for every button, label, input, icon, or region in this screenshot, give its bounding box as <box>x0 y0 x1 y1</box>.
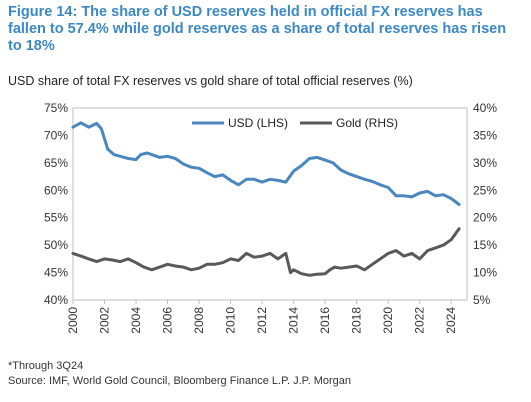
right-tick-label: 5% <box>473 293 491 307</box>
plot-frame <box>72 107 468 301</box>
usd-series-line <box>71 121 461 206</box>
left-tick-label: 65% <box>44 156 68 170</box>
x-tick-label: 2008 <box>192 307 206 334</box>
x-tick-label: 2004 <box>129 307 143 334</box>
x-tick-label: 2016 <box>318 307 332 334</box>
right-tick-label: 35% <box>473 128 497 142</box>
legend-label: Gold (RHS) <box>336 116 398 130</box>
x-tick-label: 2022 <box>413 307 427 334</box>
right-tick-label: 10% <box>473 266 497 280</box>
left-tick-label: 40% <box>44 293 68 307</box>
left-tick-label: 60% <box>44 183 68 197</box>
x-tick-label: 2012 <box>255 307 269 334</box>
left-tick-label: 75% <box>44 101 68 115</box>
left-tick-label: 70% <box>44 128 68 142</box>
right-tick-label: 30% <box>473 156 497 170</box>
x-tick-label: 2024 <box>444 307 458 334</box>
x-tick-label: 2020 <box>381 307 395 334</box>
x-tick-label: 2010 <box>224 307 238 334</box>
gold-series-line <box>71 227 461 277</box>
chart-subtitle: USD share of total FX reserves vs gold s… <box>8 74 413 88</box>
source-note: Source: IMF, World Gold Council, Bloombe… <box>8 375 351 387</box>
right-tick-label: 25% <box>473 183 497 197</box>
footnote: *Through 3Q24 <box>8 360 84 372</box>
x-tick-label: 2002 <box>98 307 112 334</box>
x-tick-label: 2006 <box>161 307 175 334</box>
x-tick-label: 2018 <box>350 307 364 334</box>
right-tick-label: 20% <box>473 211 497 225</box>
left-tick-label: 50% <box>44 238 68 252</box>
x-tick-label: 2000 <box>66 307 80 334</box>
left-tick-label: 45% <box>44 266 68 280</box>
right-tick-label: 15% <box>473 238 497 252</box>
chart-title: Figure 14: The share of USD reserves hel… <box>8 4 507 54</box>
x-tick-label: 2014 <box>287 307 301 334</box>
left-tick-label: 55% <box>44 211 68 225</box>
right-tick-label: 40% <box>473 101 497 115</box>
legend-label: USD (LHS) <box>228 116 288 130</box>
